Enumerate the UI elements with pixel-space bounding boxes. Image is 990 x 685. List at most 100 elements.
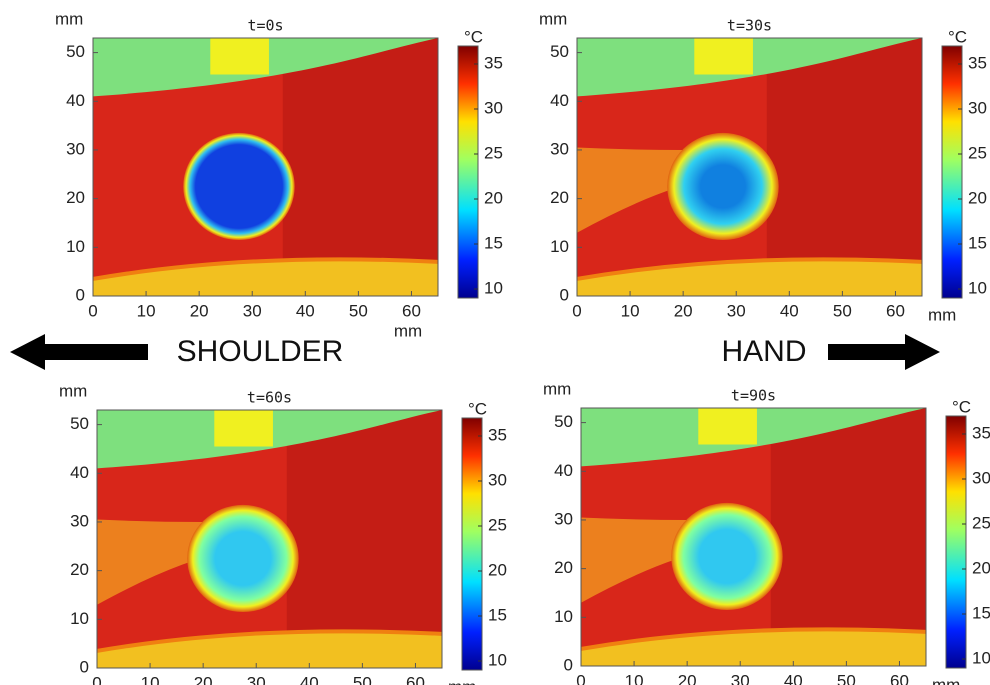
colorbar [945, 415, 967, 669]
x-tick-label: 50 [833, 301, 852, 320]
colorbar-tick-label: 35 [968, 53, 987, 72]
plot-frame [92, 37, 439, 297]
colorbar-tick-label: 35 [488, 425, 507, 444]
y-tick-label: 30 [66, 139, 85, 158]
y-tick-label: 40 [70, 463, 89, 482]
y-tick-label: 30 [70, 511, 89, 530]
colorbar-tick-label: 10 [968, 278, 987, 297]
panel-title: t=30s [727, 17, 772, 35]
x-tick-label: 0 [572, 301, 581, 320]
y-tick-label: 30 [554, 509, 573, 528]
y-tick-label: 10 [550, 237, 569, 256]
cool-spot [667, 132, 779, 241]
y-tick-label: 40 [550, 91, 569, 110]
y-tick-label: 0 [80, 657, 89, 676]
y-tick-label: 0 [560, 285, 569, 304]
y-tick-label: 10 [554, 607, 573, 626]
heatmap-panel: t=90s 0 10 20 30 40 50 60 0 10 20 30 40 50 mm mm °C 10 15 2… [543, 379, 990, 685]
cool-spot [183, 132, 295, 241]
y-tick-label: 50 [550, 42, 569, 61]
thermal-image [93, 38, 438, 296]
colorbar-tick-label: 30 [972, 468, 990, 487]
x-tick-label: 50 [837, 671, 856, 685]
shade [766, 38, 922, 296]
shade [282, 38, 438, 296]
x-tick-label: 60 [886, 301, 905, 320]
x-tick-label: 20 [674, 301, 693, 320]
colorbar-tick-label: 15 [484, 233, 503, 252]
colorbar-tick-label: 25 [972, 513, 990, 532]
y-tick-label: 20 [550, 188, 569, 207]
y-axis-label: mm [59, 381, 87, 400]
lower-band-edge [97, 629, 442, 653]
x-tick-label: 20 [194, 673, 213, 685]
panel-title: t=60s [247, 389, 292, 407]
x-tick-label: 60 [890, 671, 909, 685]
thermal-image [577, 38, 922, 296]
colorbar [461, 417, 483, 671]
y-tick-label: 20 [66, 188, 85, 207]
x-tick-label: 60 [406, 673, 425, 685]
x-tick-label: 40 [780, 301, 799, 320]
plot-frame [580, 407, 927, 667]
x-tick-label: 30 [731, 671, 750, 685]
y-tick-label: 50 [70, 414, 89, 433]
colorbar-tick-label: 15 [968, 233, 987, 252]
y-tick-label: 40 [554, 461, 573, 480]
colorbar-tick-label: 10 [972, 648, 990, 667]
x-tick-label: 10 [141, 673, 160, 685]
colorbar-tick-label: 20 [484, 188, 503, 207]
y-tick-label: 20 [70, 560, 89, 579]
x-tick-label: 0 [576, 671, 585, 685]
colorbar-tick-label: 25 [488, 515, 507, 534]
heatmap-panel: t=30s 0 10 20 30 40 50 60 0 10 20 30 40 50 mm mm °C 10 15 2… [539, 9, 987, 324]
arrow-right [828, 334, 940, 370]
direction-label: HAND [721, 335, 806, 368]
x-tick-label: 30 [243, 301, 262, 320]
colorbar-tick-label: 15 [488, 605, 507, 624]
x-axis-label: mm [394, 321, 422, 340]
thermal-image [581, 408, 926, 666]
shade [770, 408, 926, 666]
x-tick-label: 40 [296, 301, 315, 320]
colorbar [457, 45, 479, 299]
cool-spot [671, 502, 783, 611]
y-tick-label: 50 [554, 412, 573, 431]
y-tick-label: 40 [66, 91, 85, 110]
colorbar [941, 45, 963, 299]
y-tick-label: 50 [66, 42, 85, 61]
heatmap-panel: t=0s 0 10 20 30 40 50 60 0 10 20 30 40 50 mm mm °C 10 15 20… [55, 9, 503, 340]
x-tick-label: 40 [784, 671, 803, 685]
x-tick-label: 20 [678, 671, 697, 685]
x-axis-label: mm [448, 677, 476, 685]
colorbar-tick-label: 30 [968, 98, 987, 117]
shade [286, 410, 442, 668]
y-tick-label: 20 [554, 558, 573, 577]
x-tick-label: 30 [247, 673, 266, 685]
colorbar-tick-label: 20 [968, 188, 987, 207]
x-tick-label: 60 [402, 301, 421, 320]
panel-title: t=90s [731, 387, 776, 405]
y-axis-label: mm [55, 9, 83, 28]
y-axis-label: mm [539, 9, 567, 28]
x-axis-label: mm [932, 675, 960, 685]
colorbar-tick-label: 30 [484, 98, 503, 117]
colorbar-label: °C [952, 397, 971, 416]
heatmap-panel: t=60s 0 10 20 30 40 50 60 0 10 20 30 40 50 mm mm °C 10 15 2… [59, 381, 507, 685]
colorbar-tick-label: 25 [484, 143, 503, 162]
lower-band-edge [577, 257, 922, 281]
y-tick-label: 10 [70, 609, 89, 628]
colorbar-tick-label: 35 [484, 53, 503, 72]
x-axis-label: mm [928, 305, 956, 324]
y-tick-label: 30 [550, 139, 569, 158]
x-tick-label: 50 [353, 673, 372, 685]
warm-stripe [698, 408, 757, 445]
colorbar-tick-label: 20 [488, 560, 507, 579]
plot-frame [96, 409, 443, 669]
colorbar-tick-label: 10 [484, 278, 503, 297]
warm-stripe [210, 38, 269, 75]
x-tick-label: 20 [190, 301, 209, 320]
colorbar-tick-label: 20 [972, 558, 990, 577]
colorbar-tick-label: 15 [972, 603, 990, 622]
